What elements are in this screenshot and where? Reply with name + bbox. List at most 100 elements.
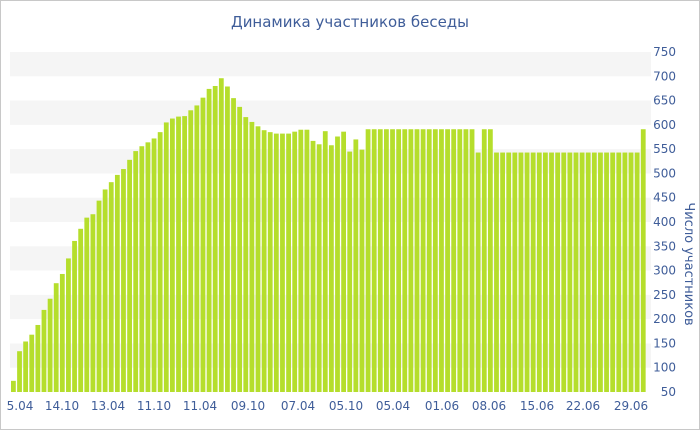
bar[interactable]	[371, 129, 377, 393]
bar[interactable]	[341, 131, 347, 392]
bar[interactable]	[591, 152, 597, 392]
bar[interactable]	[359, 149, 365, 392]
bar[interactable]	[29, 334, 35, 392]
bar[interactable]	[255, 126, 261, 392]
bar[interactable]	[133, 151, 139, 392]
bar[interactable]	[585, 152, 591, 392]
bar[interactable]	[610, 152, 616, 392]
bar[interactable]	[445, 129, 450, 393]
bar[interactable]	[328, 145, 334, 392]
bar[interactable]	[261, 130, 267, 392]
bar[interactable]	[249, 121, 255, 392]
bar[interactable]	[72, 240, 77, 392]
bar[interactable]	[579, 152, 585, 392]
bar[interactable]	[634, 152, 640, 392]
bar[interactable]	[414, 129, 420, 393]
bar[interactable]	[231, 98, 236, 392]
bar[interactable]	[512, 152, 518, 392]
bar[interactable]	[622, 152, 628, 392]
bar[interactable]	[316, 144, 322, 392]
bar[interactable]	[640, 129, 646, 393]
bar[interactable]	[225, 86, 230, 393]
bar[interactable]	[500, 152, 505, 392]
bar[interactable]	[573, 152, 579, 392]
bar[interactable]	[322, 131, 328, 393]
bar[interactable]	[481, 129, 487, 393]
bar[interactable]	[457, 129, 463, 393]
bar[interactable]	[524, 152, 530, 392]
bar[interactable]	[163, 122, 169, 393]
bar[interactable]	[604, 152, 609, 392]
bar[interactable]	[487, 129, 493, 393]
bar[interactable]	[530, 152, 536, 392]
bar[interactable]	[298, 129, 304, 392]
bar[interactable]	[292, 131, 298, 392]
bar[interactable]	[598, 152, 603, 392]
bar[interactable]	[494, 152, 499, 392]
bar[interactable]	[426, 129, 432, 393]
bar[interactable]	[543, 152, 548, 392]
bar[interactable]	[243, 117, 249, 392]
bar[interactable]	[90, 214, 96, 392]
bar[interactable]	[188, 110, 194, 392]
bar[interactable]	[47, 298, 53, 392]
bar[interactable]	[59, 273, 65, 392]
bar[interactable]	[365, 129, 371, 393]
bar[interactable]	[353, 139, 359, 392]
bar[interactable]	[475, 152, 481, 392]
bar[interactable]	[53, 283, 59, 392]
bar[interactable]	[310, 140, 316, 392]
bar[interactable]	[439, 129, 444, 393]
bar[interactable]	[420, 129, 426, 393]
bar[interactable]	[121, 169, 126, 392]
bar[interactable]	[469, 129, 475, 393]
bar[interactable]	[402, 129, 408, 393]
bar[interactable]	[628, 152, 634, 392]
bar[interactable]	[151, 138, 157, 392]
bar[interactable]	[139, 146, 145, 392]
bar[interactable]	[108, 182, 114, 392]
bar[interactable]	[536, 152, 542, 392]
bar[interactable]	[114, 174, 120, 392]
bar[interactable]	[35, 324, 41, 392]
bar[interactable]	[41, 309, 47, 392]
bar[interactable]	[390, 129, 395, 393]
bar[interactable]	[206, 88, 212, 392]
bar[interactable]	[280, 133, 285, 392]
bar[interactable]	[432, 129, 438, 393]
bar[interactable]	[102, 189, 108, 392]
bar[interactable]	[451, 129, 457, 393]
bar[interactable]	[463, 129, 469, 393]
bar[interactable]	[212, 86, 218, 392]
bar[interactable]	[384, 129, 389, 393]
bar[interactable]	[267, 132, 273, 392]
bar[interactable]	[506, 152, 512, 392]
bar[interactable]	[84, 217, 90, 392]
bar[interactable]	[408, 129, 414, 393]
bar[interactable]	[200, 97, 206, 392]
bar[interactable]	[157, 132, 163, 392]
bar[interactable]	[237, 106, 243, 392]
bar[interactable]	[96, 200, 102, 392]
bar[interactable]	[78, 228, 84, 392]
bar[interactable]	[273, 133, 279, 392]
bar[interactable]	[176, 116, 181, 392]
bar[interactable]	[17, 351, 22, 392]
bar[interactable]	[567, 152, 573, 392]
bar[interactable]	[218, 78, 224, 392]
bar[interactable]	[549, 152, 554, 392]
bar[interactable]	[182, 116, 188, 393]
bar[interactable]	[377, 129, 383, 393]
bar[interactable]	[23, 341, 29, 392]
bar[interactable]	[347, 151, 353, 392]
bar[interactable]	[286, 133, 291, 392]
bar[interactable]	[11, 380, 16, 392]
bar[interactable]	[66, 258, 71, 392]
bar[interactable]	[555, 152, 561, 392]
bar[interactable]	[396, 129, 402, 393]
bar[interactable]	[335, 136, 340, 392]
bar[interactable]	[561, 152, 567, 392]
bar[interactable]	[169, 118, 175, 392]
bar[interactable]	[145, 142, 151, 392]
bar[interactable]	[194, 105, 200, 393]
